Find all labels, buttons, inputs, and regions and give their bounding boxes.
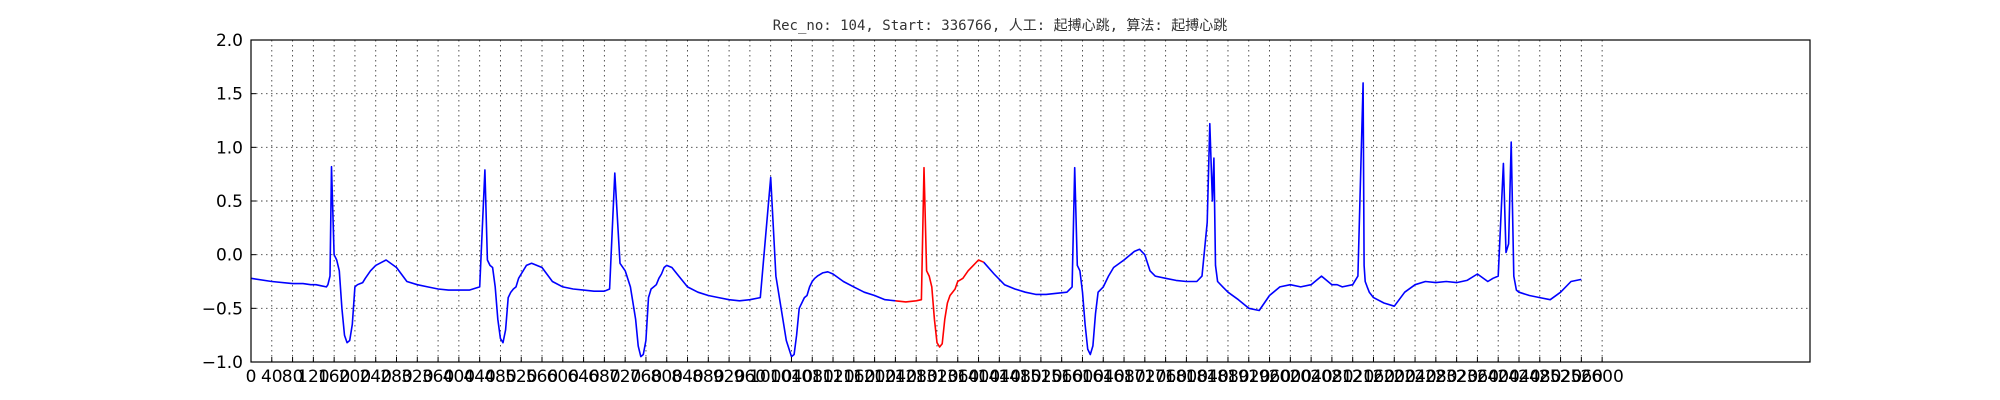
x-tick-label: 1800 — [1165, 367, 1208, 387]
y-tick-label: 2.0 — [216, 31, 243, 51]
x-tick-label: 1320 — [915, 367, 958, 387]
x-tick-label: 840 — [671, 367, 703, 387]
x-tick-label: 1680 — [1102, 367, 1145, 387]
x-tick-label: 2360 — [1456, 367, 1499, 387]
x-tick-label: 2080 — [1310, 367, 1353, 387]
x-tick-label: 600 — [547, 367, 579, 387]
x-tick-label: 360 — [422, 367, 454, 387]
grid-layer — [250, 39, 1810, 363]
x-tick-label: 1920 — [1227, 367, 1270, 387]
x-tick-label: 440 — [463, 367, 495, 387]
x-tick-label: 2120 — [1331, 367, 1374, 387]
x-tick-label: 1200 — [853, 367, 896, 387]
x-tick-label: 2480 — [1518, 367, 1561, 387]
x-tick-label: 880 — [692, 367, 724, 387]
y-tick-label: 0.0 — [216, 246, 243, 266]
x-tick-label: 1120 — [811, 367, 854, 387]
x-tick-label: 2160 — [1352, 367, 1395, 387]
x-tick-label: 1880 — [1206, 367, 1249, 387]
x-tick-label: 1720 — [1123, 367, 1166, 387]
y-tick-label: −0.5 — [202, 299, 243, 319]
x-tick-label: 720 — [609, 367, 641, 387]
x-tick-label: 1080 — [791, 367, 834, 387]
x-axis: 0 40 8012016020024028032036040044048052056… — [246, 357, 1624, 387]
chart-title: Rec_no: 104, Start: 336766, 人工: 起搏心跳, 算法… — [773, 17, 1228, 34]
x-tick-label: 1240 — [874, 367, 917, 387]
y-tick-label: 0.5 — [216, 192, 243, 212]
x-tick-label: 240 — [359, 367, 391, 387]
x-tick-label: 2000 — [1269, 367, 1312, 387]
x-tick-label: 40 — [261, 367, 283, 387]
x-tick-label: 1000 — [749, 367, 792, 387]
x-tick-label: 1600 — [1061, 367, 1104, 387]
x-tick-label: 1840 — [1186, 367, 1229, 387]
x-tick-label: 480 — [484, 367, 516, 387]
y-tick-label: 1.5 — [216, 85, 243, 105]
x-tick-label: 320 — [401, 367, 433, 387]
x-tick-label: 2560 — [1560, 367, 1603, 387]
x-tick-label: 2440 — [1497, 367, 1540, 387]
series-line-2 — [895, 166, 985, 348]
x-tick-label: 680 — [588, 367, 620, 387]
x-tick-label: 960 — [734, 367, 766, 387]
x-tick-label: 80 — [282, 367, 304, 387]
x-tick-label: 1760 — [1144, 367, 1187, 387]
x-tick-label: 0 — [246, 367, 257, 387]
series-layer — [250, 82, 1582, 358]
x-tick-label: 800 — [651, 367, 683, 387]
x-tick-label: 1040 — [770, 367, 813, 387]
x-tick-label: 520 — [505, 367, 537, 387]
y-tick-label: −1.0 — [202, 353, 243, 373]
x-tick-label: 2200 — [1373, 367, 1416, 387]
x-tick-label: 2520 — [1539, 367, 1582, 387]
x-tick-label: 200 — [339, 367, 371, 387]
x-tick-label: 1400 — [957, 367, 1000, 387]
series-line-1 — [250, 165, 896, 358]
x-tick-label: 2600 — [1581, 367, 1624, 387]
x-tick-label: 1480 — [998, 367, 1041, 387]
x-tick-label: 2280 — [1414, 367, 1457, 387]
y-tick-label: 1.0 — [216, 138, 243, 158]
x-tick-label: 920 — [713, 367, 745, 387]
y-axis: −1.0 −0.5 0.0 0.5 1.0 1.5 2.0 — [202, 31, 256, 373]
series-line-3 — [983, 82, 1582, 356]
x-tick-label: 400 — [443, 367, 475, 387]
x-tick-label: 280 — [380, 367, 412, 387]
x-tick-label: 1520 — [1019, 367, 1062, 387]
x-tick-label: 1360 — [936, 367, 979, 387]
x-tick-label: 560 — [526, 367, 558, 387]
x-tick-label: 760 — [630, 367, 662, 387]
x-tick-label: 1440 — [978, 367, 1021, 387]
x-tick-label: 120 — [297, 367, 329, 387]
x-tick-label: 160 — [318, 367, 350, 387]
x-tick-label: 1560 — [1040, 367, 1083, 387]
x-tick-label: 2400 — [1477, 367, 1520, 387]
x-tick-label: 1160 — [832, 367, 875, 387]
x-tick-label: 640 — [567, 367, 599, 387]
x-tick-label: 2320 — [1435, 367, 1478, 387]
x-tick-label: 2240 — [1393, 367, 1436, 387]
x-tick-label: 1640 — [1082, 367, 1125, 387]
x-tick-label: 1280 — [895, 367, 938, 387]
x-tick-label: 2040 — [1289, 367, 1332, 387]
x-tick-label: 1960 — [1248, 367, 1291, 387]
